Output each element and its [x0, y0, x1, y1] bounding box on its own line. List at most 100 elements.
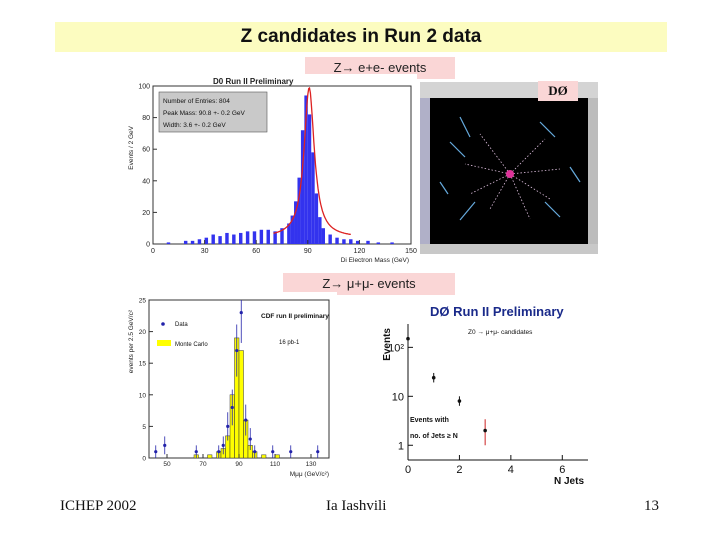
histogram-bar — [349, 239, 353, 244]
vertex — [506, 170, 514, 178]
histogram-bar — [280, 228, 284, 244]
x-tick-label: 50 — [163, 461, 171, 468]
histogram-bar — [266, 229, 270, 244]
histogram-bar — [218, 236, 222, 244]
histogram-bar — [314, 193, 319, 244]
hit-segment — [449, 141, 466, 158]
data-point — [248, 437, 252, 441]
histogram-bar — [197, 239, 202, 244]
y-tick-label: 1 — [398, 440, 404, 452]
footer-left: ICHEP 2002 — [60, 498, 137, 514]
histogram-bar — [335, 237, 339, 244]
histogram-bar — [321, 228, 325, 244]
chart-title: DØ Run II Preliminary — [430, 304, 564, 319]
x-tick-label: 70 — [199, 461, 207, 468]
chart-title: D0 Run II Preliminary — [213, 77, 294, 86]
data-point — [221, 443, 225, 447]
data-point — [154, 450, 158, 454]
histogram-bar — [190, 240, 195, 244]
event-display — [420, 82, 598, 254]
y-tick-label: 80 — [142, 115, 150, 122]
stats-line: Number of Entries: 804 — [163, 98, 230, 105]
y-tick-label: 25 — [139, 298, 147, 305]
histogram-bar — [307, 114, 312, 244]
histogram-bar — [355, 240, 360, 244]
data-point — [230, 405, 234, 410]
chart-title: CDF run II preliminary — [261, 313, 329, 320]
hit-segment — [539, 121, 556, 138]
data-point — [253, 450, 257, 454]
track — [509, 138, 546, 175]
data-point — [271, 450, 275, 454]
mc-bar — [261, 454, 267, 459]
data-point — [406, 336, 410, 341]
d0-logo-box: DØ — [538, 81, 578, 101]
stats-line: Peak Mass: 90.8 +- 0.2 GeV — [163, 110, 245, 117]
slide-title: Z candidates in Run 2 data — [240, 26, 482, 47]
data-point — [316, 450, 320, 454]
x-tick-label: 150 — [405, 248, 417, 255]
y-tick-label: 10 — [392, 391, 404, 403]
track — [469, 173, 511, 195]
y-tick-label: 60 — [142, 147, 150, 154]
histogram-bar — [328, 234, 332, 244]
y-tick-label: 20 — [139, 329, 147, 336]
footer-center: Ia Iashvili — [326, 498, 387, 514]
histogram-bar — [290, 215, 295, 244]
x-tick-label: 6 — [559, 464, 565, 476]
histogram-bar — [239, 232, 243, 244]
luminosity: 16 pb-1 — [279, 340, 300, 346]
y-tick-label: 15 — [139, 361, 147, 368]
data-point — [194, 450, 198, 454]
d0-njets-chart: DØ Run II Preliminary Z0 → μ+μ- candidate… — [378, 296, 596, 488]
mumu-events-label: Z→ μ+μ- events — [283, 273, 455, 295]
footer-right: 13 — [644, 498, 659, 514]
legend-mc-label: Monte Carlo — [175, 342, 208, 348]
histogram-bar — [211, 234, 215, 244]
x-tick-label: 60 — [252, 248, 260, 255]
d0-dielectron-mass-chart: D0 Run II Preliminary Number of Entries: … — [125, 74, 417, 264]
ee-events-label: Z→ e+e- events — [305, 57, 455, 79]
x-tick-label: 130 — [306, 461, 317, 468]
mc-bar — [274, 454, 280, 459]
y-tick-label: 10 — [139, 392, 147, 399]
track — [509, 173, 551, 200]
y-tick-label: 20 — [142, 210, 150, 217]
x-tick-label: 0 — [151, 248, 155, 255]
histogram-bar — [245, 231, 250, 244]
track — [479, 133, 511, 175]
cdf-dimuon-mass-chart: Data Monte Carlo CDF run II preliminary 16 … — [125, 292, 337, 487]
histogram-bar — [390, 242, 394, 244]
histogram-bar — [294, 201, 298, 244]
histogram-bar — [232, 234, 236, 244]
legend-data-marker — [161, 322, 165, 326]
x-tick-label: 30 — [201, 248, 209, 255]
mc-bar — [238, 350, 244, 459]
histogram-bar — [259, 229, 264, 244]
y-axis-label: events per 2.5 GeV/c² — [128, 309, 135, 373]
track — [464, 163, 511, 175]
histogram-bar — [342, 239, 346, 244]
hit-segment — [439, 181, 449, 195]
data-point — [244, 418, 248, 422]
histogram-bar — [366, 240, 370, 244]
data-point — [483, 428, 487, 433]
x-tick-label: 0 — [405, 464, 411, 476]
track — [509, 168, 561, 175]
legend-mc-swatch — [157, 340, 171, 346]
data-point — [217, 450, 221, 454]
fit-curve — [273, 86, 351, 236]
y-tick-label: 40 — [142, 178, 150, 185]
legend-data-label: Data — [175, 322, 188, 328]
x-axis-label: N Jets — [554, 476, 584, 487]
histogram-bar — [183, 240, 188, 244]
hit-segment — [459, 201, 476, 221]
histogram-bar — [204, 237, 209, 244]
stats-box: Number of Entries: 804 Peak Mass: 90.8 +-… — [158, 91, 268, 133]
y-tick-label: 0 — [142, 456, 146, 463]
hit-segment — [459, 116, 471, 138]
histogram-bar — [318, 217, 322, 244]
data-point — [235, 348, 239, 353]
data-point — [289, 450, 293, 454]
data-point — [431, 375, 436, 380]
